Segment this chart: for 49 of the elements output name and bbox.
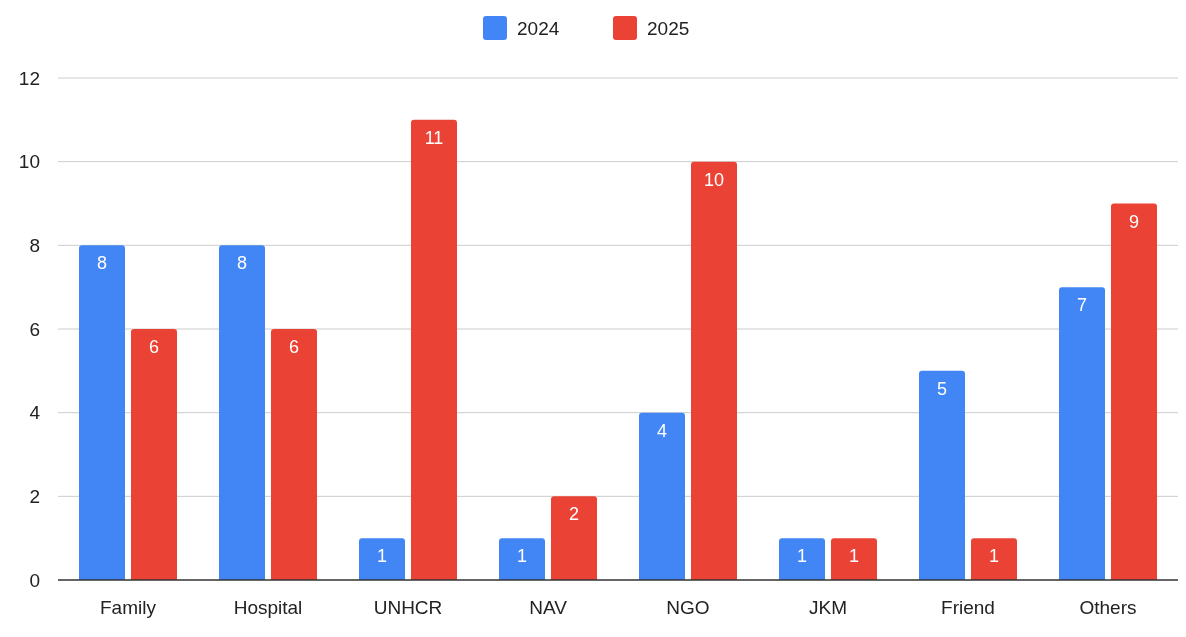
data-label: 8 [236,253,248,274]
bar [779,538,825,580]
data-label: 6 [148,337,160,357]
data-label: 9 [1128,211,1140,232]
bar [1059,287,1105,580]
bar [79,245,125,580]
data-label: 2 [568,504,580,525]
bar [831,538,877,580]
legend-label: 2025 [647,17,690,39]
y-tick-label: 12 [18,67,40,89]
data-label: 8 [96,253,108,274]
bar [271,329,317,580]
x-tick-label: Family [100,597,157,618]
y-tick-label: 6 [29,318,40,340]
data-label: 10 [703,169,725,190]
y-tick-label: 2 [29,485,40,507]
bar [499,538,545,580]
bar [219,245,265,580]
data-label: 5 [936,378,948,399]
bar [411,119,457,580]
x-tick-label: Hospital [233,597,303,618]
x-tick-label: UNHCR [373,597,443,618]
bar [919,370,965,580]
bar [131,329,177,580]
bar [551,496,597,580]
data-label: 1 [988,546,1000,567]
data-label: 1 [848,546,860,567]
y-tick-label: 10 [18,151,40,173]
y-tick-label: 4 [29,402,41,424]
bar [691,161,737,580]
data-label: 7 [1076,295,1088,316]
x-tick-label: Others [1079,597,1137,618]
x-tick-label: NAV [529,597,568,618]
y-tick-label: 0 [29,569,40,591]
bar [1111,203,1157,580]
data-label: 1 [376,546,388,567]
data-label: 6 [288,337,300,357]
data-label: 11 [424,127,444,148]
y-tick-label: 8 [29,234,40,256]
bar [971,538,1017,580]
data-label: 4 [656,420,668,441]
data-label: 1 [796,546,808,567]
legend-label: 2024 [517,17,560,39]
data-label: 1 [516,546,528,567]
x-tick-label: Friend [941,597,995,618]
x-tick-label: NGO [666,597,710,618]
bar [359,538,405,580]
x-tick-label: JKM [809,597,847,618]
bar [639,412,685,580]
